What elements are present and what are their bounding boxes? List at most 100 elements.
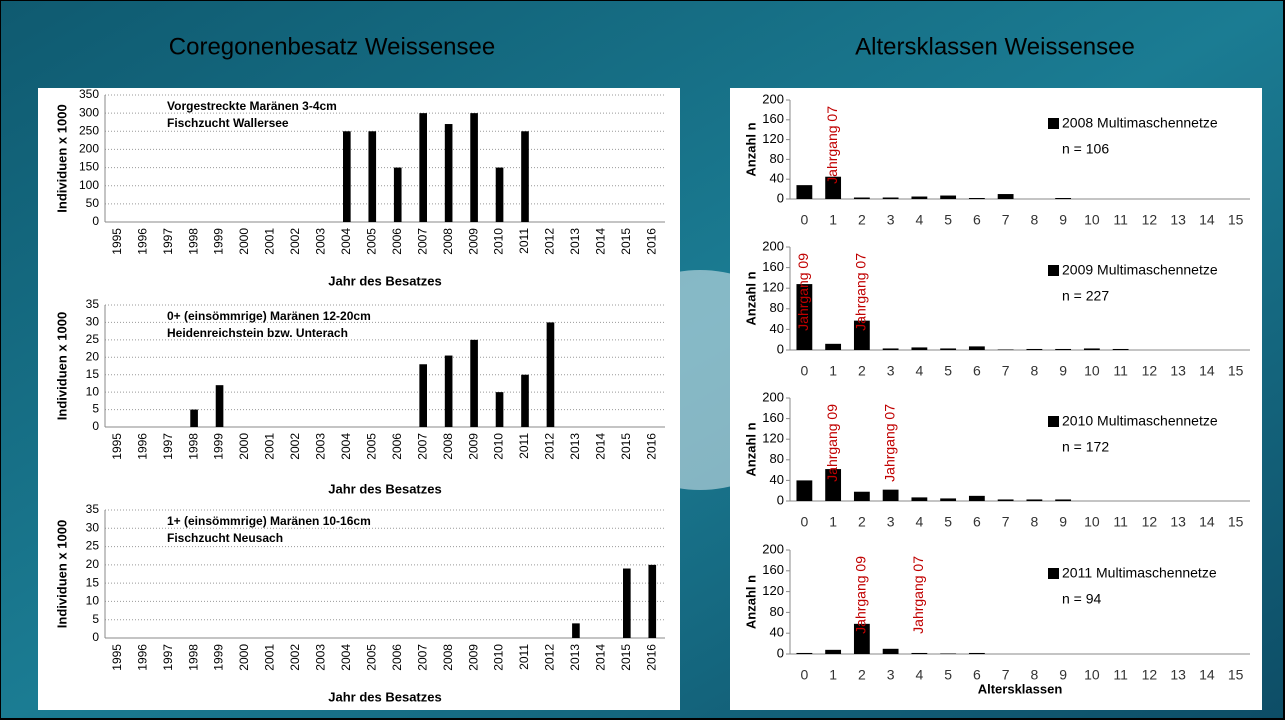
bar xyxy=(1026,499,1043,501)
x-tick-label: 1997 xyxy=(161,433,175,460)
annotation: Jahrgang 07 xyxy=(824,106,840,184)
x-tick-label: 2008 xyxy=(441,228,455,255)
y-axis-label: Anzahl n xyxy=(743,271,758,325)
x-tick-label: 8 xyxy=(1030,212,1038,228)
bar xyxy=(825,343,842,350)
y-tick-label: 120 xyxy=(762,280,784,295)
bar xyxy=(853,197,870,199)
bar xyxy=(968,652,985,654)
x-tick-label: 11 xyxy=(1113,514,1128,530)
bar xyxy=(368,131,377,222)
bar xyxy=(1026,348,1043,350)
x-tick-label: 5 xyxy=(944,212,952,228)
x-tick-label: 15 xyxy=(1228,363,1244,379)
y-tick-label: 80 xyxy=(770,151,784,166)
x-tick-label: 14 xyxy=(1199,667,1215,683)
y-tick-label: 40 xyxy=(770,625,784,640)
bar xyxy=(940,348,957,350)
x-tick-label: 7 xyxy=(1002,363,1010,379)
x-tick-label: 3 xyxy=(887,363,895,379)
x-tick-label: 3 xyxy=(887,212,895,228)
annotation: Jahrgang 07 xyxy=(853,253,869,331)
x-tick-label: 10 xyxy=(1084,514,1100,530)
bar xyxy=(215,385,224,427)
x-tick-label: 2001 xyxy=(263,644,277,671)
x-tick-label: 1 xyxy=(829,667,837,683)
y-tick-label: 15 xyxy=(86,575,100,589)
x-tick-label: 2003 xyxy=(314,228,328,255)
bar xyxy=(997,194,1014,199)
x-tick-label: 1999 xyxy=(212,644,226,671)
x-tick-label: 2016 xyxy=(644,228,658,255)
x-tick-label: 2013 xyxy=(568,228,582,255)
y-axis-label: Anzahl n xyxy=(743,422,758,476)
y-tick-label: 100 xyxy=(79,178,99,192)
annotation: Fischzucht Wallersee xyxy=(167,116,289,130)
x-tick-label: 2007 xyxy=(415,433,429,460)
y-tick-label: 5 xyxy=(92,612,99,626)
x-tick-label: 14 xyxy=(1199,363,1215,379)
bar xyxy=(796,284,813,350)
x-tick-label: 2002 xyxy=(288,644,302,671)
bar xyxy=(796,185,813,199)
x-tick-label: 1996 xyxy=(135,228,149,255)
x-tick-label: 2008 xyxy=(441,433,455,460)
bar xyxy=(968,198,985,199)
y-tick-label: 10 xyxy=(86,594,100,608)
y-tick-label: 200 xyxy=(762,91,784,106)
bar xyxy=(495,167,504,222)
x-tick-label: 9 xyxy=(1059,212,1067,228)
bar xyxy=(444,355,453,427)
y-tick-label: 0 xyxy=(92,214,99,228)
y-axis-label: Anzahl n xyxy=(743,122,758,176)
bar xyxy=(853,623,870,654)
bar xyxy=(940,653,957,654)
y-tick-label: 40 xyxy=(770,472,784,487)
note: n = 94 xyxy=(1062,591,1102,607)
x-tick-label: 14 xyxy=(1199,212,1215,228)
x-axis-label: Jahr des Besatzes xyxy=(328,273,441,288)
x-tick-label: 7 xyxy=(1002,667,1010,683)
x-tick-label: 1995 xyxy=(110,644,124,671)
x-tick-label: 6 xyxy=(973,514,981,530)
x-tick-label: 2000 xyxy=(237,228,251,255)
y-tick-label: 35 xyxy=(86,502,100,516)
y-tick-label: 30 xyxy=(86,520,100,534)
x-tick-label: 2009 xyxy=(466,228,480,255)
bar xyxy=(968,346,985,350)
x-tick-label: 1998 xyxy=(186,433,200,460)
x-tick-label: 6 xyxy=(973,667,981,683)
x-tick-label: 2010 xyxy=(492,644,506,671)
bar xyxy=(444,124,453,222)
bar xyxy=(911,347,928,350)
x-tick-label: 15 xyxy=(1228,667,1244,683)
bar xyxy=(882,489,899,501)
legend-label: 2009 Multimaschennetze xyxy=(1062,262,1218,278)
x-tick-label: 13 xyxy=(1170,363,1186,379)
x-tick-label: 2004 xyxy=(339,228,353,255)
x-tick-label: 15 xyxy=(1228,212,1244,228)
annotation: Jahrgang 07 xyxy=(910,556,926,634)
bar xyxy=(882,348,899,350)
annotation: 1+ (einsömmrige) Maränen 10-16cm xyxy=(167,514,371,528)
y-tick-label: 20 xyxy=(86,557,100,571)
y-tick-label: 250 xyxy=(79,123,99,137)
y-tick-label: 80 xyxy=(770,604,784,619)
x-tick-label: 11 xyxy=(1113,363,1128,379)
y-axis-label: Individuen x 1000 xyxy=(54,104,69,212)
x-tick-label: 2003 xyxy=(314,644,328,671)
x-tick-label: 1 xyxy=(829,212,837,228)
x-tick-label: 12 xyxy=(1142,667,1158,683)
x-tick-label: 1998 xyxy=(186,644,200,671)
y-tick-label: 0 xyxy=(777,492,784,507)
legend-swatch xyxy=(1048,416,1059,427)
y-tick-label: 25 xyxy=(86,539,100,553)
annotation: Jahrgang 09 xyxy=(795,253,811,331)
x-tick-label: 5 xyxy=(944,667,952,683)
x-tick-label: 1995 xyxy=(110,433,124,460)
bar xyxy=(853,491,870,501)
bar xyxy=(1055,499,1072,501)
bar xyxy=(623,568,631,638)
slide-title: Coregonenbesatz Weissensee xyxy=(169,33,495,60)
